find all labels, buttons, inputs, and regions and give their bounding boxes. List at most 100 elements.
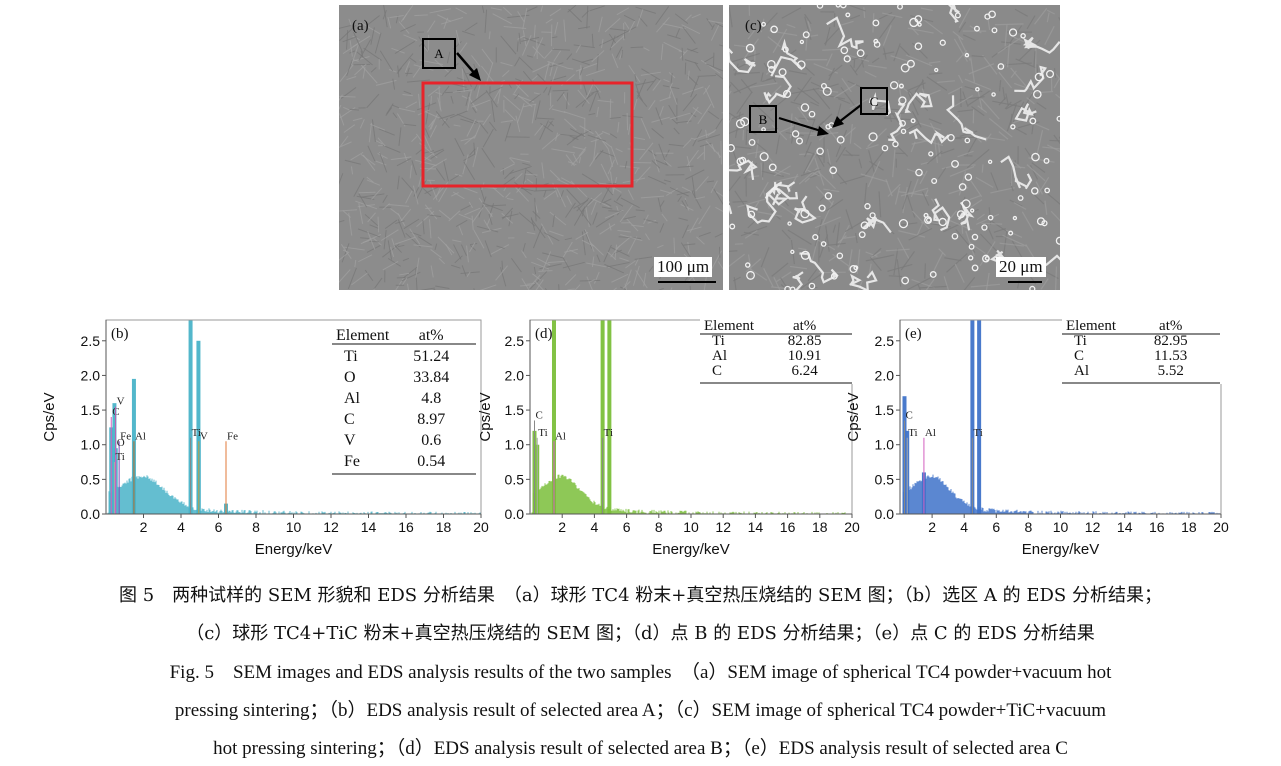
panel-label-c: (c) bbox=[745, 18, 762, 34]
table-header-at: at% bbox=[793, 318, 816, 334]
marker-label-2: Al bbox=[555, 430, 566, 442]
table-cell-value-0: 82.85 bbox=[788, 333, 822, 349]
x-tick-label-5: 12 bbox=[715, 519, 731, 535]
arrow-head-c bbox=[832, 116, 844, 128]
panel-label: (e) bbox=[905, 326, 922, 342]
x-axis-label: Energy/keV bbox=[255, 541, 333, 558]
x-tick-label-9: 20 bbox=[844, 519, 860, 535]
element-table: Element at% Ti 51.24 O 33.84 Al 4.8 C 8.97 V 0.6 Fe 0… bbox=[332, 322, 480, 475]
marker-label-1: Ti bbox=[538, 427, 547, 439]
table-header-at: at% bbox=[419, 327, 444, 344]
y-axis-label: Cps/eV bbox=[41, 392, 58, 441]
x-tick-label-7: 16 bbox=[398, 519, 414, 535]
y-tick-label-3: 1.5 bbox=[505, 402, 525, 418]
eds-spectrum-b: CVFeAlOTiTiVFe24681012141618200.00.51.01… bbox=[41, 319, 489, 558]
table-cell-element-2: Al bbox=[1074, 363, 1089, 379]
x-tick-label-8: 18 bbox=[1181, 519, 1197, 535]
table-cell-element-5: Fe bbox=[344, 453, 360, 470]
caption-en-line2: pressing sintering；（b）EDS analysis resul… bbox=[174, 700, 1107, 721]
caption-cn-line1: 图 5 两种试样的 SEM 形貌和 EDS 分析结果 （a）球形 TC4 粉末+… bbox=[118, 585, 1162, 606]
lamellar-texture bbox=[339, 5, 723, 290]
x-tick-label-5: 12 bbox=[1085, 519, 1101, 535]
arrow-c bbox=[838, 104, 862, 123]
marker-label-0: C bbox=[536, 409, 543, 421]
y-axis-label: Cps/eV bbox=[477, 392, 494, 441]
marker-label-2: Al bbox=[925, 427, 936, 439]
caption-cn-line2: （c）球形 TC4+TiC 粉末+真空热压烧结的 SEM 图；（d）点 B 的 … bbox=[186, 623, 1095, 644]
y-tick-label-3: 1.5 bbox=[81, 402, 101, 418]
table-background bbox=[332, 322, 480, 475]
sem-image-a: A bbox=[339, 5, 723, 290]
table-cell-value-2: 6.24 bbox=[792, 363, 819, 379]
table-cell-element-0: Ti bbox=[344, 348, 358, 365]
eds-chart-d: C Ti Al Ti 2 4 6 8 10 12 14 16 18 20 0.0 0.5 1.0 1.5 2.0 2.… bbox=[476, 312, 866, 562]
sem-micrograph-a: A bbox=[339, 5, 723, 290]
x-tick-label-6: 14 bbox=[1117, 519, 1133, 535]
table-header-element: Element bbox=[704, 318, 755, 334]
y-tick-label-4: 2.0 bbox=[875, 367, 895, 383]
marker-label-3: Al bbox=[135, 430, 146, 442]
table-header-element: Element bbox=[336, 327, 390, 344]
marker-label-8: Fe bbox=[227, 430, 238, 442]
table-header-element: Element bbox=[1066, 318, 1117, 334]
x-tick-label-0: 2 bbox=[928, 519, 936, 535]
table-cell-value-5: 0.54 bbox=[417, 453, 445, 470]
x-tick-label-7: 16 bbox=[780, 519, 796, 535]
eds-chart-e: C Ti Al Ti 2 4 6 8 10 12 14 16 18 20 0.0 0.5 1.0 1.5 2.0 2.… bbox=[845, 312, 1248, 562]
y-tick-label-1: 0.5 bbox=[505, 471, 525, 487]
peak-3 bbox=[970, 320, 975, 514]
x-tick-label-3: 8 bbox=[1025, 519, 1033, 535]
tic-network bbox=[729, 5, 1060, 290]
marker-box-b bbox=[749, 105, 777, 133]
scale-bar-a bbox=[658, 281, 716, 283]
x-tick-label-5: 12 bbox=[323, 519, 339, 535]
table-cell-value-3: 8.97 bbox=[417, 411, 445, 428]
x-tick-label-8: 18 bbox=[812, 519, 828, 535]
spectrum-background bbox=[105, 475, 481, 514]
sem-background bbox=[729, 5, 1060, 290]
table-cell-value-1: 11.53 bbox=[1154, 348, 1187, 364]
y-tick-label-5: 2.5 bbox=[81, 333, 101, 349]
scale-bar-c bbox=[1008, 281, 1042, 283]
spectrum-background bbox=[529, 474, 850, 514]
peak-2 bbox=[551, 320, 556, 514]
marker-label-b: B bbox=[759, 112, 768, 127]
arrow-head-a bbox=[469, 68, 481, 81]
panel-label-a: (a) bbox=[352, 18, 369, 34]
table-cell-value-0: 51.24 bbox=[413, 348, 449, 365]
x-tick-label-4: 10 bbox=[286, 519, 302, 535]
y-tick-label-5: 2.5 bbox=[505, 333, 525, 349]
table-header-at: at% bbox=[1159, 318, 1182, 334]
marker-label-3: Ti bbox=[604, 427, 613, 439]
y-tick-label-0: 0.0 bbox=[875, 506, 895, 522]
element-table: Element at% Ti 82.95 C 11.53 Al 5.52 bbox=[1062, 318, 1224, 384]
marker-box-a bbox=[422, 38, 456, 69]
x-tick-label-9: 20 bbox=[473, 519, 489, 535]
table-cell-value-0: 82.95 bbox=[1154, 333, 1188, 349]
spectrum-background bbox=[899, 474, 1220, 514]
x-tick-label-4: 10 bbox=[683, 519, 699, 535]
x-tick-label-6: 14 bbox=[361, 519, 377, 535]
table-cell-element-4: V bbox=[344, 432, 356, 449]
peak-5 bbox=[196, 340, 201, 514]
y-tick-label-2: 1.0 bbox=[875, 437, 895, 453]
y-tick-label-1: 0.5 bbox=[81, 471, 101, 487]
x-tick-label-3: 8 bbox=[655, 519, 663, 535]
x-axis-label: Energy/keV bbox=[652, 541, 730, 558]
x-tick-label-6: 14 bbox=[748, 519, 764, 535]
x-tick-label-1: 4 bbox=[177, 519, 185, 535]
y-tick-label-5: 2.5 bbox=[875, 333, 895, 349]
eds-chart-b: CVFeAlOTiTiVFe24681012141618200.00.51.01… bbox=[40, 312, 490, 562]
x-tick-label-4: 10 bbox=[1053, 519, 1069, 535]
table-cell-value-1: 33.84 bbox=[413, 369, 449, 386]
table-background bbox=[1062, 318, 1224, 384]
peak-4 bbox=[188, 320, 193, 514]
arrow-head-b bbox=[817, 126, 829, 136]
x-tick-label-2: 6 bbox=[992, 519, 1000, 535]
selected-area-a bbox=[421, 81, 634, 188]
caption-en-line1: Fig. 5 SEM images and EDS analysis resul… bbox=[169, 662, 1112, 683]
marker-label-1: Ti bbox=[908, 427, 917, 439]
y-axis-label: Cps/eV bbox=[845, 392, 862, 441]
marker-box-c bbox=[860, 87, 888, 115]
